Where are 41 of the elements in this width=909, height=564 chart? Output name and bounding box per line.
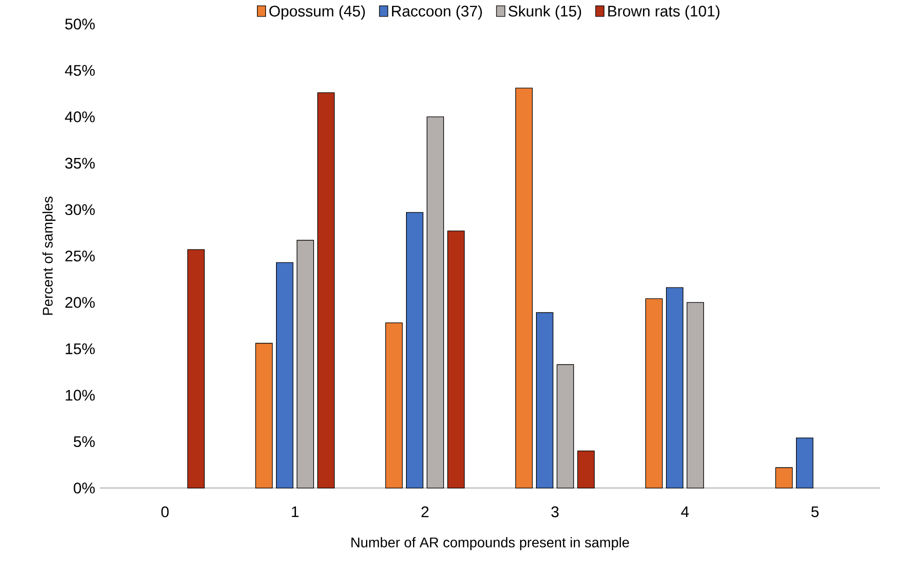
bar: [686, 302, 704, 488]
y-tick-label: 15%: [66, 343, 95, 354]
y-tick-label: 0%: [74, 482, 95, 494]
y-tick-label: 20%: [65, 296, 95, 308]
bar: [276, 262, 294, 488]
bar: [515, 88, 533, 488]
bar: [775, 467, 793, 488]
x-tick-label: 4: [681, 506, 689, 517]
x-tick-label: 3: [551, 506, 559, 518]
bar: [536, 312, 554, 488]
bar: [385, 322, 403, 488]
x-tick-label: 5: [811, 506, 819, 518]
y-tick-label: 40%: [64, 111, 95, 122]
bar: [406, 212, 424, 488]
bar: [296, 240, 314, 488]
bar: [255, 342, 273, 488]
bar: [645, 298, 663, 488]
y-axis-title: Percent of samples: [42, 196, 56, 315]
bar: [666, 287, 684, 488]
bar: [317, 92, 335, 488]
y-tick-label: 30%: [65, 204, 95, 216]
legend-label: Raccoon (37): [392, 5, 482, 20]
x-tick-label: 1: [292, 506, 299, 517]
bar: [577, 450, 595, 488]
y-tick-label: 10%: [66, 390, 95, 401]
bar: [187, 249, 205, 488]
bar: [556, 364, 574, 488]
y-tick-label: 35%: [65, 158, 95, 169]
bar: [447, 230, 465, 488]
legend-label: Skunk (15): [508, 5, 582, 20]
bar: [426, 116, 444, 488]
bar: [796, 438, 814, 488]
y-tick-label: 45%: [64, 65, 95, 76]
x-tick-label: 2: [422, 506, 428, 518]
y-tick-label: 5%: [74, 436, 95, 448]
y-tick-label: 50%: [65, 18, 95, 30]
x-axis-title: Number of AR compounds present in sample: [351, 537, 629, 550]
x-tick-label: 0: [161, 506, 169, 518]
legend-label: Opossum (45): [269, 5, 365, 20]
y-tick-label: 25%: [65, 250, 95, 262]
legend-label: Brown rats (101): [608, 5, 720, 20]
